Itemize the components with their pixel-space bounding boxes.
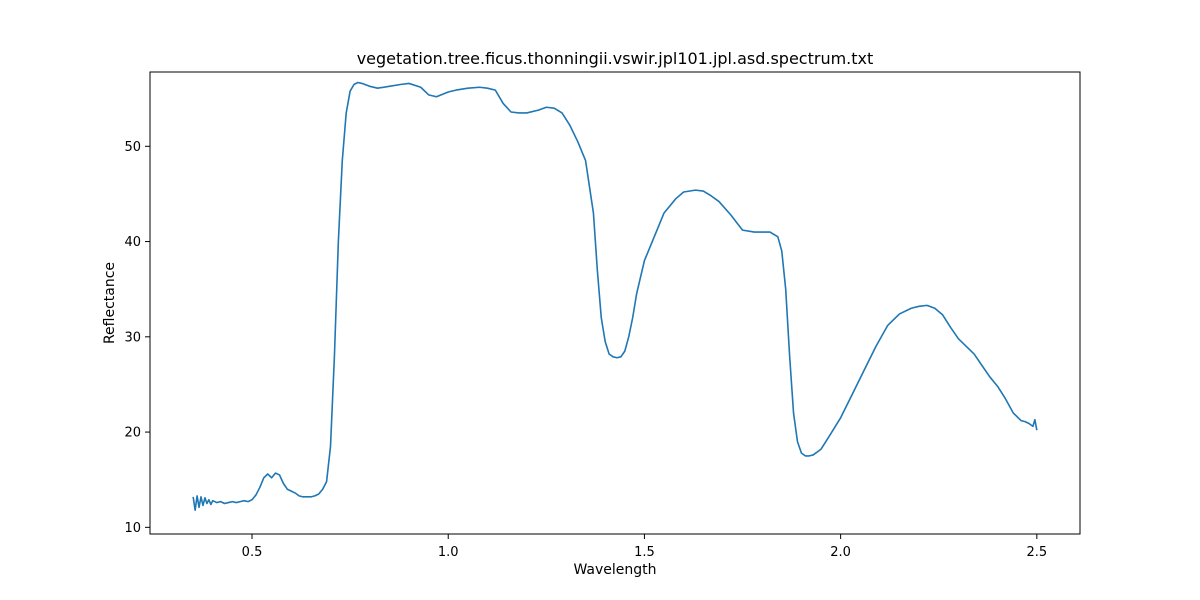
plot-frame	[149, 71, 1081, 535]
x-tick-label: 0.5	[242, 545, 263, 560]
chart-title: vegetation.tree.ficus.thonningii.vswir.j…	[357, 49, 874, 68]
y-tick-label: 40	[124, 235, 141, 250]
reflectance-series-line	[192, 81, 1038, 511]
plot-area	[149, 71, 1081, 535]
y-tick-label: 50	[124, 140, 141, 155]
x-tick-label: 2.5	[1026, 545, 1047, 560]
y-axis-ticks: 10 20 30 40 50	[124, 140, 150, 536]
x-axis-label: Wavelength	[573, 562, 656, 578]
y-axis-label: Reflectance	[102, 262, 118, 344]
y-tick-label: 10	[124, 521, 141, 536]
x-tick-label: 1.0	[438, 545, 459, 560]
x-axis-ticks: 0.5 1.0 1.5 2.0 2.5	[242, 534, 1047, 560]
x-tick-label: 2.0	[830, 545, 851, 560]
y-tick-label: 30	[124, 330, 141, 345]
y-tick-label: 20	[124, 426, 141, 441]
x-tick-label: 1.5	[634, 545, 655, 560]
